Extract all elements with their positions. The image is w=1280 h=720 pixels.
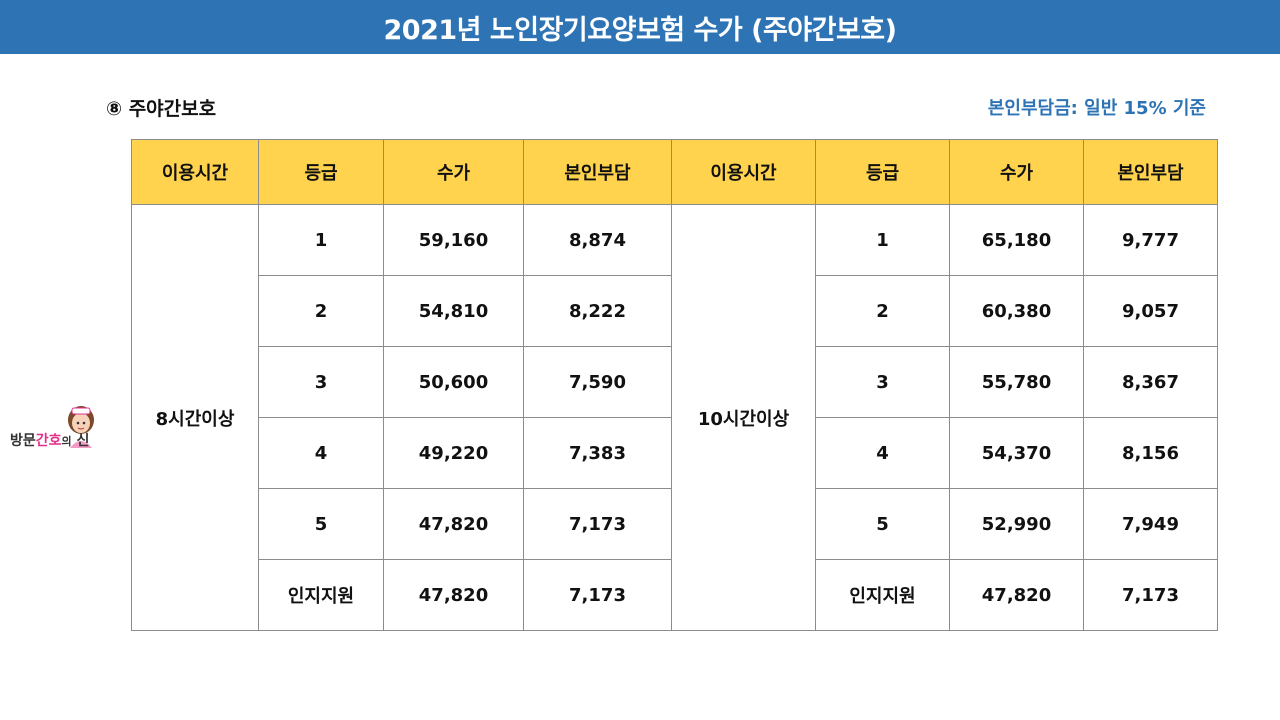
brand-logo: 방문간호의 신	[10, 404, 94, 454]
header-cell: 본인부담	[1083, 139, 1218, 205]
fee-cell: 59,160	[383, 204, 524, 276]
header-cell: 등급	[258, 139, 384, 205]
header-cell: 이용시간	[671, 139, 816, 205]
fee-cell: 55,780	[949, 346, 1084, 418]
header-cell: 수가	[949, 139, 1084, 205]
fee-cell: 54,810	[383, 275, 524, 347]
brand-text-a: 방문	[10, 433, 36, 449]
copay-cell: 9,777	[1083, 204, 1218, 276]
fee-cell: 47,820	[949, 559, 1084, 631]
table-row: 인지지원 47,820 7,173 인지지원 47,820 7,173	[132, 559, 1218, 631]
grade-cell: 인지지원	[258, 559, 384, 631]
grade-cell: 4	[815, 417, 950, 489]
copay-cell: 7,383	[523, 417, 672, 489]
copay-cell: 7,173	[523, 559, 672, 631]
table-row: 8시간이상 1 59,160 8,874 10시간이상 1 65,180 9,7…	[131, 204, 1218, 631]
grade-cell: 3	[258, 346, 384, 418]
fee-cell: 47,820	[383, 488, 524, 560]
copay-cell: 9,057	[1083, 275, 1218, 347]
copay-cell: 7,173	[523, 488, 672, 560]
copay-cell: 7,590	[523, 346, 672, 418]
fee-cell: 54,370	[949, 417, 1084, 489]
grade-cell: 5	[815, 488, 950, 560]
header-cell: 이용시간	[131, 139, 259, 205]
grade-cell: 3	[815, 346, 950, 418]
table-row: 3 50,600 7,590 3 55,780 8,367	[132, 346, 1218, 418]
fee-cell: 65,180	[949, 204, 1084, 276]
nurse-character-icon	[68, 406, 94, 448]
time-cell-right: 10시간이상	[671, 204, 816, 631]
copay-cell: 7,173	[1083, 559, 1218, 631]
table-row: 5 47,820 7,173 5 52,990 7,949	[132, 488, 1218, 560]
fee-cell: 49,220	[383, 417, 524, 489]
time-cell-left: 8시간이상	[131, 204, 259, 631]
header-cell: 등급	[815, 139, 950, 205]
grade-cell: 5	[258, 488, 384, 560]
grade-cell: 2	[258, 275, 384, 347]
grade-cell: 인지지원	[815, 559, 950, 631]
copay-cell: 8,156	[1083, 417, 1218, 489]
copay-cell: 8,874	[523, 204, 672, 276]
fee-cell: 47,820	[383, 559, 524, 631]
title-bar: 2021년 노인장기요양보험 수가 (주야간보호)	[0, 0, 1280, 54]
brand-text-b: 간호	[35, 433, 62, 449]
grade-cell: 4	[258, 417, 384, 489]
section-title: ⑧ 주야간보호	[106, 98, 217, 120]
header-cell: 수가	[383, 139, 524, 205]
copay-cell: 7,949	[1083, 488, 1218, 560]
copay-cell: 8,222	[523, 275, 672, 347]
header-cell: 본인부담	[523, 139, 672, 205]
grade-cell: 2	[815, 275, 950, 347]
grade-cell: 1	[258, 204, 384, 276]
fee-cell: 60,380	[949, 275, 1084, 347]
brand-text: 방문간호의 신	[10, 430, 89, 450]
fee-table: 이용시간 등급 수가 본인부담 이용시간 등급 수가 본인부담 8시간이상 1 …	[131, 139, 1218, 631]
copay-cell: 8,367	[1083, 346, 1218, 418]
brand-text-d: 신	[76, 433, 90, 449]
copay-note: 본인부담금: 일반 15% 기준	[987, 98, 1206, 119]
fee-cell: 50,600	[383, 346, 524, 418]
table-row: 2 54,810 8,222 2 60,380 9,057	[132, 275, 1218, 347]
grade-cell: 1	[815, 204, 950, 276]
page-title: 2021년 노인장기요양보험 수가 (주야간보호)	[383, 14, 897, 46]
fee-cell: 52,990	[949, 488, 1084, 560]
brand-text-c: 의	[61, 435, 72, 448]
header-row: 이용시간 등급 수가 본인부담 이용시간 등급 수가 본인부담	[131, 139, 1218, 205]
